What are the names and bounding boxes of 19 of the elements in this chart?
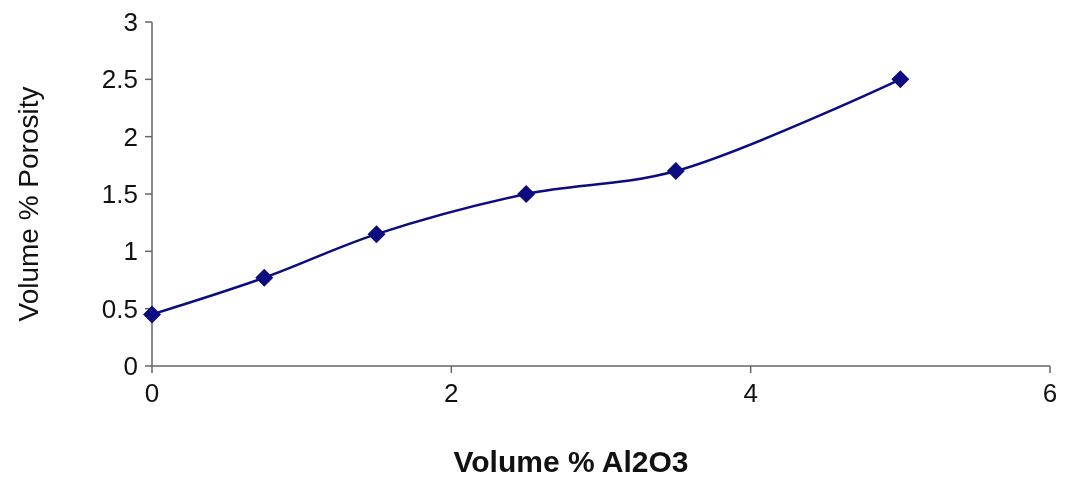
- x-tick-label: 6: [1042, 378, 1058, 408]
- point: [891, 70, 910, 89]
- point: [517, 185, 536, 203]
- y-tick-label: 3: [123, 7, 138, 38]
- y-tick-label: 0: [123, 351, 138, 382]
- y-tick-label: 2: [123, 121, 138, 152]
- point: [255, 268, 274, 287]
- x-axis-title: Volume % Al2O3: [453, 445, 689, 478]
- point: [666, 162, 685, 181]
- y-axis-title: Volume % Porosity: [13, 86, 44, 322]
- x-tick-label: 0: [144, 378, 160, 408]
- y-tick-label: 1.5: [101, 179, 138, 210]
- y-tick-label: 2.5: [101, 64, 138, 95]
- point: [143, 305, 161, 324]
- x-tick-label: 2: [444, 378, 459, 408]
- point: [367, 225, 386, 244]
- y-tick-label: 0.5: [101, 293, 138, 324]
- x-tick-label: 4: [743, 378, 758, 408]
- y-tick-label: 1: [123, 236, 138, 267]
